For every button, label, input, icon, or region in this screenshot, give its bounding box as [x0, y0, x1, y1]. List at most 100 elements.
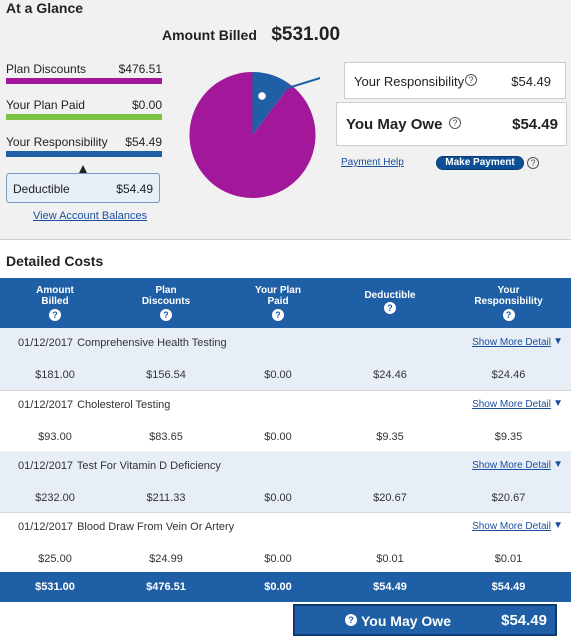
show-more-detail-link[interactable]: Show More Detail	[472, 460, 551, 471]
legend-label: Plan Discounts	[6, 62, 87, 76]
table-row: 01/12/2017 Blood Draw From Vein Or Arter…	[0, 512, 571, 574]
at-a-glance-title: At a Glance	[6, 0, 84, 16]
pie-callout-line	[261, 76, 320, 97]
chevron-down-icon[interactable]: ▼	[553, 398, 563, 409]
cell-deductible: $24.46	[373, 369, 407, 381]
help-icon[interactable]: ?	[272, 309, 284, 321]
cell-plan-discounts: $211.33	[146, 492, 186, 504]
column-header-deductible: Deductible ?	[334, 278, 446, 328]
cell-responsibility: $24.46	[491, 369, 526, 381]
header-line: Your Plan	[255, 285, 301, 296]
cell-plan-paid: $0.00	[264, 369, 292, 381]
chevron-down-icon[interactable]: ▼	[553, 459, 563, 470]
help-icon[interactable]: ?	[49, 309, 61, 321]
cell-plan-discounts: $83.65	[149, 431, 183, 443]
row-date: 01/12/2017	[18, 399, 74, 411]
column-header-amount-billed: Amount Billed ?	[0, 278, 110, 328]
help-icon[interactable]: ?	[502, 309, 515, 321]
detail-table-header: Amount Billed ? Plan Discounts ? Your Pl…	[0, 278, 571, 328]
column-header-your-responsibility: Your Responsibility ?	[446, 278, 571, 328]
row-date: 01/12/2017	[18, 460, 74, 472]
make-payment-button[interactable]: Make Payment	[436, 156, 524, 170]
legend-bar-your-responsibility	[6, 151, 162, 157]
show-more-detail-link[interactable]: Show More Detail	[472, 337, 551, 348]
help-icon[interactable]: ?	[527, 157, 539, 169]
help-icon[interactable]: ?	[465, 74, 477, 86]
detailed-costs-title: Detailed Costs	[6, 253, 104, 269]
deductible-box: Deductible $54.49	[6, 173, 160, 203]
legend-bar-your-plan-paid	[6, 114, 162, 120]
header-line: Plan	[155, 285, 177, 296]
cell-amount-billed: $181.00	[35, 369, 75, 381]
deductible-value: $54.49	[116, 182, 153, 196]
row-date: 01/12/2017	[18, 521, 74, 533]
row-service: Cholesterol Testing	[77, 399, 171, 411]
you-may-owe-summary-bar: ? You May Owe $54.49	[293, 604, 557, 636]
legend-bar-plan-discounts	[6, 78, 162, 84]
cell-amount-billed: $93.00	[38, 431, 72, 443]
show-more-detail-link[interactable]: Show More Detail	[472, 399, 551, 410]
table-row: 01/12/2017 Comprehensive Health Testing …	[0, 328, 571, 390]
row-description: 01/12/2017 Cholesterol Testing	[18, 399, 170, 411]
help-icon[interactable]: ?	[160, 309, 172, 321]
row-service: Test For Vitamin D Deficiency	[76, 460, 221, 472]
total-responsibility: $54.49	[491, 581, 526, 593]
view-account-balances-link[interactable]: View Account Balances	[33, 210, 148, 222]
cell-plan-paid: $0.00	[264, 492, 292, 504]
header-line: Responsibility	[474, 296, 543, 307]
header-line: Your	[497, 285, 520, 296]
header-line: Billed	[41, 296, 69, 307]
row-service: Comprehensive Health Testing	[77, 337, 227, 349]
row-date: 01/12/2017	[18, 337, 74, 349]
cell-amount-billed: $25.00	[38, 553, 72, 565]
cell-plan-paid: $0.00	[264, 431, 292, 443]
total-amount-billed: $531.00	[35, 581, 75, 593]
payment-help-link[interactable]: Payment Help	[341, 157, 404, 168]
amount-billed: Amount Billed $531.00	[162, 24, 340, 46]
cell-plan-discounts: $156.54	[146, 369, 186, 381]
cell-plan-discounts: $24.99	[149, 553, 183, 565]
deductible-label: Deductible	[13, 182, 70, 196]
chevron-down-icon[interactable]: ▼	[553, 520, 563, 531]
help-icon[interactable]: ?	[449, 117, 461, 129]
cell-responsibility: $20.67	[491, 492, 526, 504]
help-icon[interactable]: ?	[384, 302, 396, 314]
amount-billed-label: Amount Billed	[162, 27, 257, 43]
column-header-plan-discounts: Plan Discounts ?	[110, 278, 222, 328]
cost-pie-chart	[189, 72, 320, 198]
show-more-detail-link[interactable]: Show More Detail	[472, 521, 551, 532]
legend-value: $476.51	[118, 62, 162, 76]
cell-responsibility: $0.01	[494, 553, 523, 565]
help-icon[interactable]: ?	[345, 614, 357, 626]
row-service: Blood Draw From Vein Or Artery	[77, 521, 235, 533]
table-row: 01/12/2017 Cholesterol Testing Show More…	[0, 390, 571, 452]
you-may-owe-label: You May Owe	[361, 613, 451, 629]
column-header-your-plan-paid: Your Plan Paid ?	[222, 278, 334, 328]
your-responsibility-box: Your Responsibility ? $54.49	[344, 62, 566, 99]
total-plan-paid: $0.00	[264, 581, 292, 593]
your-responsibility-value: $54.49	[511, 74, 551, 89]
total-plan-discounts: $476.51	[146, 581, 186, 593]
pie-callout-marker-icon	[255, 89, 269, 103]
you-may-owe-value: $54.49	[501, 612, 547, 629]
amount-billed-value: $531.00	[271, 24, 341, 45]
header-line: Discounts	[141, 296, 191, 307]
legend-label: Your Plan Paid	[6, 98, 85, 112]
chevron-down-icon[interactable]: ▼	[553, 336, 563, 347]
table-row: 01/12/2017 Test For Vitamin D Deficiency…	[0, 451, 571, 513]
your-responsibility-label: Your Responsibility	[354, 74, 465, 89]
cell-plan-paid: $0.00	[264, 553, 292, 565]
row-divider	[0, 512, 571, 513]
cell-amount-billed: $232.00	[35, 492, 75, 504]
pie-slice-your-responsibility	[252, 72, 291, 135]
at-a-glance-panel: At a Glance Plan Discounts $476.51 Your …	[0, 0, 571, 240]
row-description: 01/12/2017 Comprehensive Health Testing	[18, 337, 227, 349]
row-description: 01/12/2017 Test For Vitamin D Deficiency	[18, 460, 221, 472]
cell-deductible: $20.67	[373, 492, 407, 504]
header-line: Paid	[267, 296, 289, 307]
legend-label: Your Responsibility	[6, 135, 108, 149]
header-line: Amount	[36, 285, 74, 296]
total-deductible: $54.49	[373, 581, 407, 593]
you-may-owe-box: You May Owe ? $54.49	[336, 102, 567, 146]
you-may-owe-label: You May Owe	[346, 116, 443, 133]
